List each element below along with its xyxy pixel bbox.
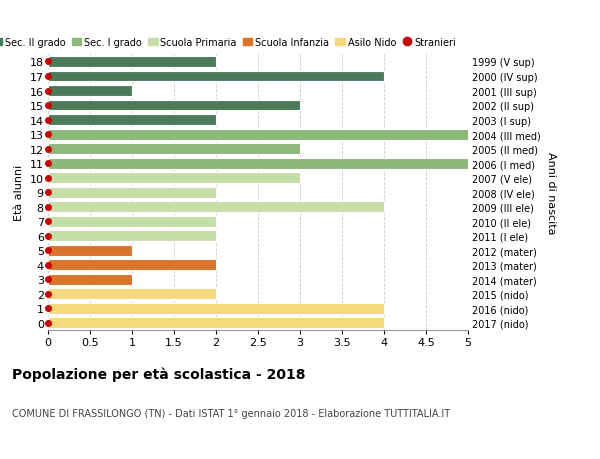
- Bar: [48, 202, 384, 213]
- Bar: [48, 216, 216, 227]
- Bar: [48, 72, 384, 82]
- Bar: [48, 86, 132, 97]
- Y-axis label: Anni di nascita: Anni di nascita: [547, 151, 556, 234]
- Bar: [48, 245, 132, 256]
- Bar: [48, 129, 468, 140]
- Bar: [48, 57, 216, 68]
- Bar: [48, 318, 384, 329]
- Bar: [48, 260, 216, 271]
- Bar: [48, 115, 216, 126]
- Bar: [48, 101, 300, 111]
- Bar: [48, 289, 216, 300]
- Bar: [48, 274, 132, 285]
- Bar: [48, 231, 216, 242]
- Bar: [48, 303, 384, 314]
- Bar: [48, 158, 468, 169]
- Legend: Sec. II grado, Sec. I grado, Scuola Primaria, Scuola Infanzia, Asilo Nido, Stran: Sec. II grado, Sec. I grado, Scuola Prim…: [0, 38, 457, 47]
- Text: Popolazione per età scolastica - 2018: Popolazione per età scolastica - 2018: [12, 367, 305, 382]
- Text: COMUNE DI FRASSILONGO (TN) - Dati ISTAT 1° gennaio 2018 - Elaborazione TUTTITALI: COMUNE DI FRASSILONGO (TN) - Dati ISTAT …: [12, 409, 450, 419]
- Bar: [48, 173, 300, 184]
- Bar: [48, 187, 216, 198]
- Bar: [48, 144, 300, 155]
- Y-axis label: Età alunni: Età alunni: [14, 165, 24, 221]
